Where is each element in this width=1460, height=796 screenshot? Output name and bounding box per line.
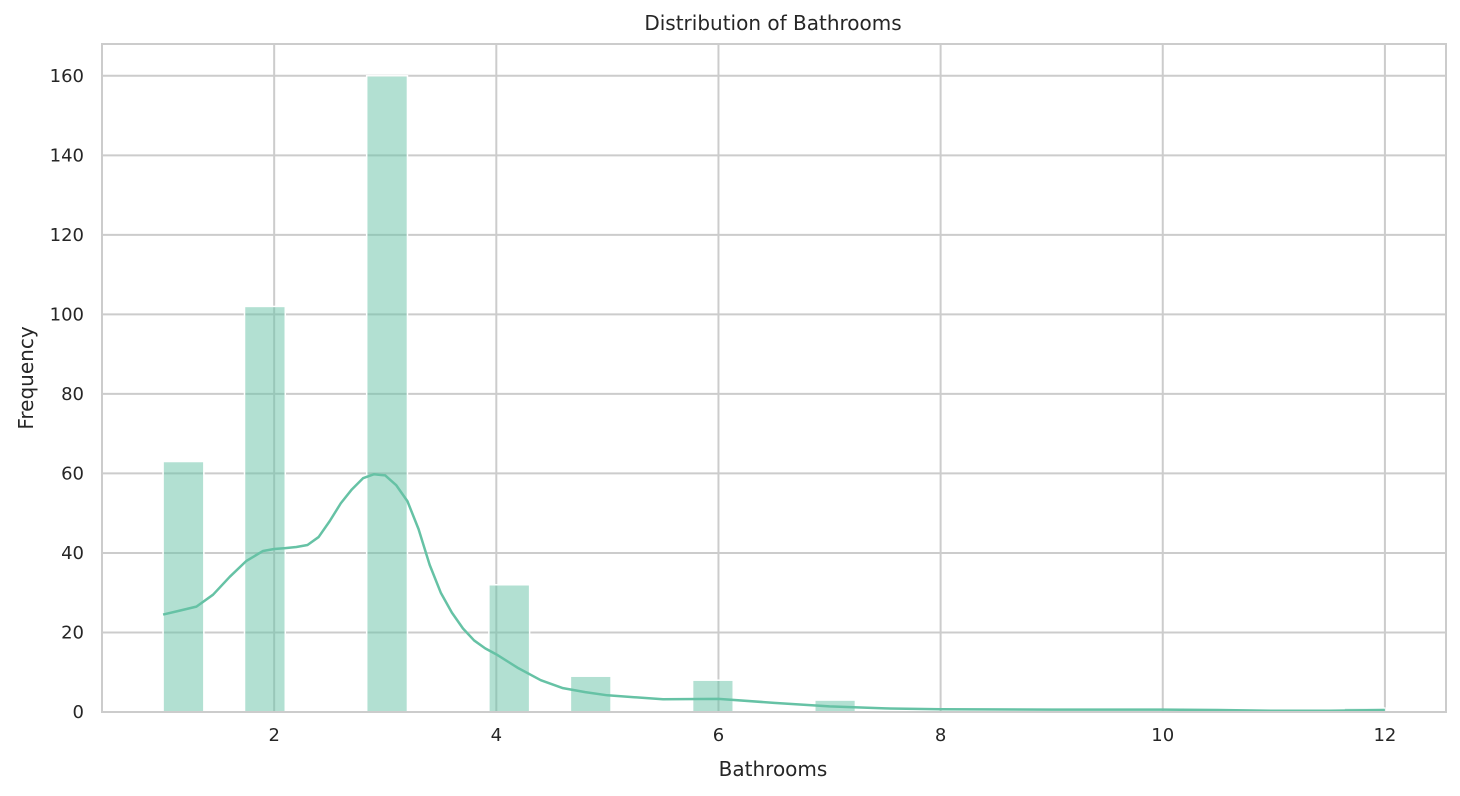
y-tick-label: 40: [61, 543, 84, 564]
x-tick-label: 8: [935, 725, 946, 746]
y-tick-label: 160: [50, 66, 84, 87]
plot-frame: [101, 43, 1447, 713]
histogram-bar: [365, 75, 409, 713]
x-tick-labels: 2 4 6 8 10 12: [268, 725, 1396, 746]
x-tick-label: 2: [268, 725, 279, 746]
grid-lines: [102, 44, 1446, 713]
histogram-bars: [162, 75, 1386, 713]
x-tick-label: 10: [1151, 725, 1174, 746]
histogram-bar: [488, 584, 531, 713]
chart-title: Distribution of Bathrooms: [644, 11, 901, 35]
y-tick-label: 80: [61, 384, 84, 405]
y-axis-label: Frequency: [14, 326, 38, 429]
y-tick-label: 20: [61, 622, 84, 643]
y-tick-label: 0: [73, 702, 84, 723]
kde-curve: [162, 472, 1385, 713]
plot-background: [102, 44, 1446, 712]
y-tick-label: 60: [61, 463, 84, 484]
histogram-bar: [243, 305, 287, 713]
histogram-bar: [691, 679, 734, 713]
y-tick-label: 100: [50, 304, 84, 325]
y-tick-labels: 0 20 40 60 80 100 120 140 160: [50, 66, 84, 723]
x-tick-label: 4: [491, 725, 502, 746]
histogram-bar: [162, 460, 205, 713]
x-tick-label: 12: [1373, 725, 1396, 746]
y-tick-label: 140: [50, 145, 84, 166]
x-tick-label: 6: [713, 725, 724, 746]
y-tick-label: 120: [50, 225, 84, 246]
x-axis-label: Bathrooms: [719, 757, 828, 781]
